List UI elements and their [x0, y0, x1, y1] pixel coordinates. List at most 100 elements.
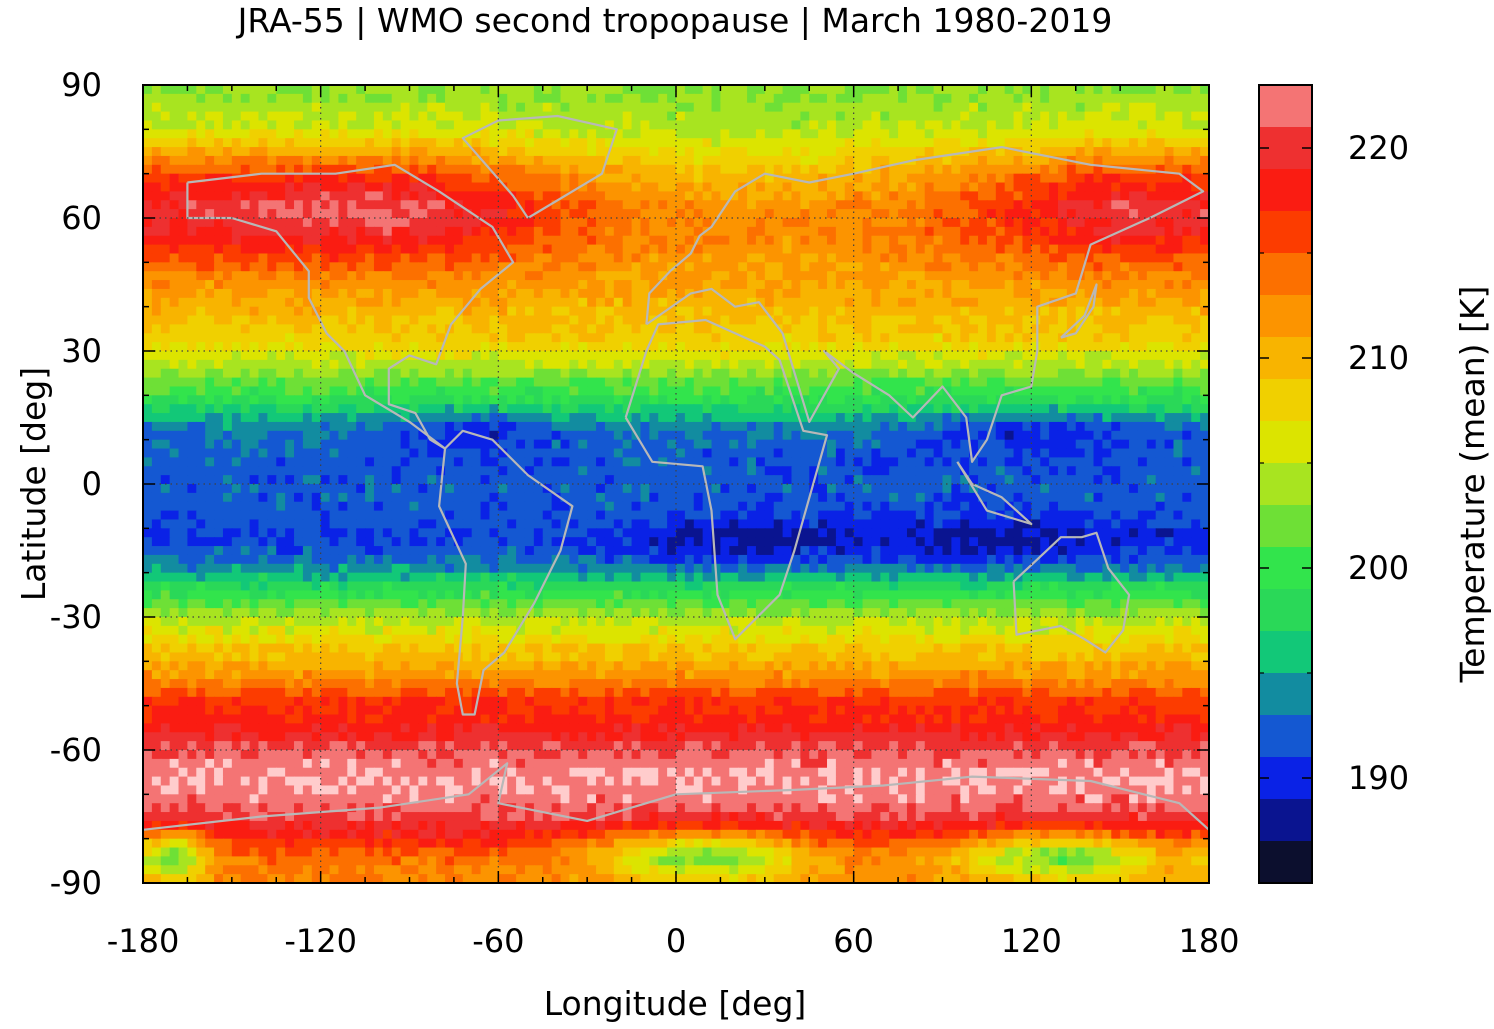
heatmap-cell — [205, 315, 215, 325]
heatmap-cell — [658, 297, 668, 308]
heatmap-cell — [711, 368, 722, 379]
heatmap-cell — [240, 448, 251, 458]
heatmap-cell — [862, 218, 873, 228]
heatmap-cell — [880, 235, 890, 246]
heatmap-cell — [391, 173, 402, 184]
heatmap-cell — [498, 138, 508, 148]
heatmap-cell — [596, 297, 606, 308]
heatmap-cell — [222, 306, 233, 317]
heatmap-cell — [222, 280, 233, 290]
heatmap-cell — [382, 173, 393, 184]
heatmap-cell — [480, 395, 491, 405]
heatmap-cell — [1040, 359, 1050, 370]
heatmap-cell — [1004, 359, 1015, 370]
heatmap-cell — [1191, 235, 1201, 246]
heatmap-cell — [187, 430, 197, 441]
heatmap-cell — [365, 111, 375, 122]
heatmap-cell — [729, 395, 739, 405]
heatmap-cell — [258, 377, 268, 388]
heatmap-cell — [516, 218, 526, 228]
heatmap-cell — [222, 129, 233, 139]
heatmap-cell — [302, 413, 313, 423]
heatmap-cell — [1200, 226, 1210, 237]
heatmap-cell — [551, 430, 562, 441]
heatmap-cell — [960, 155, 970, 166]
heatmap-cell — [382, 111, 393, 122]
heatmap-cell — [880, 93, 890, 104]
heatmap-cell — [880, 191, 890, 201]
heatmap-cell — [267, 164, 277, 175]
heatmap-cell — [800, 368, 810, 379]
heatmap-cell — [1146, 209, 1157, 219]
heatmap-cell — [436, 297, 446, 308]
heatmap-cell — [462, 448, 473, 458]
heatmap-cell — [906, 218, 917, 228]
heatmap-cell — [1075, 191, 1086, 201]
heatmap-cell — [151, 333, 162, 343]
heatmap-cell — [693, 297, 704, 308]
heatmap-cell — [356, 129, 366, 139]
heatmap-cell — [1093, 324, 1103, 334]
heatmap-cell — [809, 173, 819, 184]
heatmap-cell — [649, 421, 659, 432]
heatmap-cell — [498, 262, 508, 272]
heatmap-cell — [818, 413, 828, 423]
heatmap-cell — [391, 306, 402, 317]
heatmap-cell — [889, 324, 899, 334]
heatmap-cell — [693, 147, 704, 157]
heatmap-cell — [480, 430, 491, 441]
heatmap-cell — [382, 93, 393, 104]
heatmap-cell — [418, 173, 428, 184]
heatmap-cell — [1022, 395, 1032, 405]
heatmap-cell — [302, 297, 313, 308]
heatmap-cell — [196, 200, 206, 210]
heatmap-cell — [684, 315, 695, 325]
heatmap-cell — [818, 226, 828, 237]
heatmap-cell — [400, 200, 411, 210]
heatmap-cell — [400, 147, 411, 157]
heatmap-cell — [1057, 386, 1068, 396]
heatmap-cell — [1129, 209, 1139, 219]
heatmap-cell — [356, 173, 366, 184]
heatmap-cell — [835, 173, 846, 184]
heatmap-cell — [560, 235, 570, 246]
heatmap-cell — [551, 280, 562, 290]
heatmap-cell — [667, 253, 677, 263]
heatmap-cell — [169, 288, 180, 299]
heatmap-cell — [249, 315, 260, 325]
heatmap-cell — [800, 262, 810, 272]
heatmap-cell — [214, 333, 224, 343]
heatmap-cell — [596, 288, 606, 299]
heatmap-cell — [569, 271, 579, 281]
heatmap-cell — [551, 235, 562, 246]
heatmap-cell — [587, 129, 597, 139]
heatmap-cell — [1075, 395, 1086, 405]
heatmap-cell — [338, 386, 348, 396]
heatmap-cell — [951, 297, 961, 308]
heatmap-cell — [1075, 288, 1086, 299]
heatmap-cell — [285, 111, 295, 122]
heatmap-cell — [951, 324, 961, 334]
heatmap-cell — [436, 430, 446, 441]
heatmap-cell — [791, 430, 801, 441]
heatmap-cell — [338, 102, 348, 113]
heatmap-cell — [747, 288, 757, 299]
heatmap-cell — [844, 93, 855, 104]
heatmap-cell — [356, 342, 366, 352]
heatmap-cell — [613, 147, 624, 157]
heatmap-cell — [898, 253, 908, 263]
heatmap-cell — [1146, 111, 1157, 122]
heatmap-cell — [604, 85, 615, 95]
heatmap-cell — [782, 430, 793, 441]
heatmap-cell — [453, 120, 464, 130]
heatmap-cell — [862, 324, 873, 334]
heatmap-cell — [347, 244, 357, 255]
heatmap-cell — [880, 120, 890, 130]
heatmap-cell — [942, 271, 952, 281]
heatmap-cell — [844, 306, 855, 317]
heatmap-cell — [187, 297, 197, 308]
heatmap-cell — [1182, 209, 1192, 219]
heatmap-cell — [551, 218, 562, 228]
heatmap-cell — [178, 93, 189, 104]
heatmap-cell — [391, 120, 402, 130]
